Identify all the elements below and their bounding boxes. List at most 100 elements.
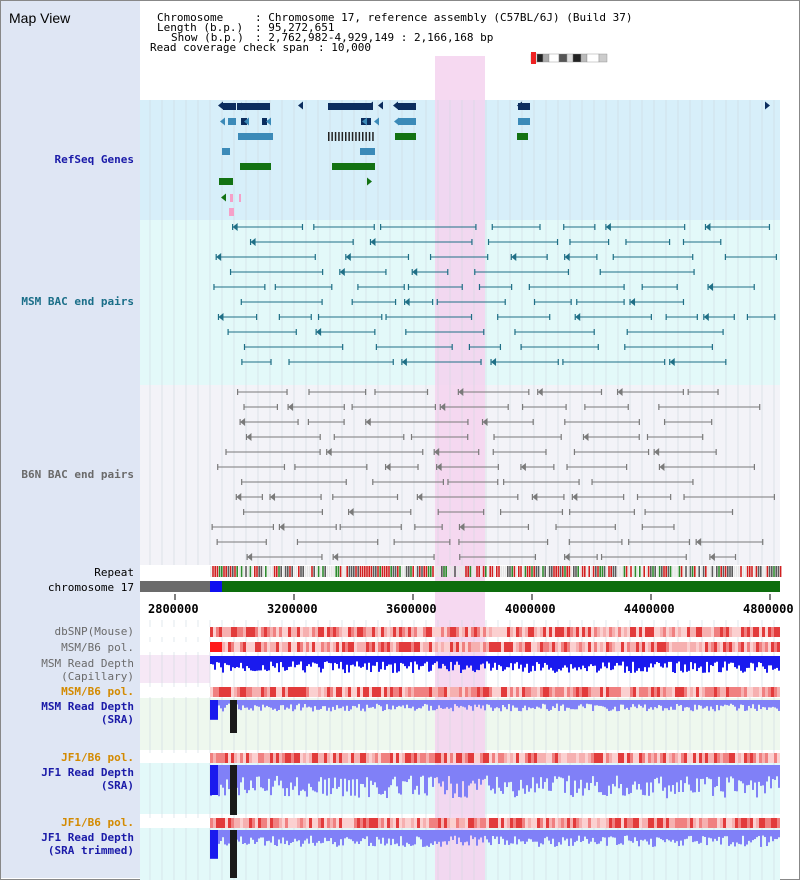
msm-b6-pol-cell bbox=[255, 642, 258, 652]
track-label-b6n-bac[interactable]: B6N BAC end pairs bbox=[21, 468, 134, 481]
track-label-jf1-b6-pol-1[interactable]: JF1/B6 pol. bbox=[61, 751, 134, 764]
track-label-msm-depth-sra[interactable]: MSM Read Depth bbox=[41, 700, 134, 713]
msm-b6-pol2-cell bbox=[708, 687, 711, 697]
msm-sra-depth-bar bbox=[632, 700, 634, 705]
jf1-trim-depth-bar bbox=[556, 830, 558, 847]
msm-b6-pol-cell bbox=[774, 642, 777, 652]
jf1-sra-depth-bar bbox=[270, 765, 272, 796]
dbsnp-cell bbox=[303, 627, 306, 637]
track-label-dbsnp[interactable]: dbSNP(Mouse) bbox=[54, 625, 134, 638]
jf1-sra-depth-bar bbox=[732, 765, 734, 779]
jf1-b6-pol-cell bbox=[657, 753, 660, 763]
msm-cap-depth-bar bbox=[452, 656, 454, 671]
msm-cap-depth-bar bbox=[660, 656, 662, 667]
msm-cap-depth-bar bbox=[258, 656, 260, 671]
repeat-block bbox=[210, 566, 212, 577]
dbsnp-cell bbox=[297, 627, 300, 637]
track-label-msm-bac[interactable]: MSM BAC end pairs bbox=[21, 295, 134, 308]
jf1-b6-pol-cell bbox=[663, 753, 666, 763]
msm-b6-pol2-cell bbox=[663, 687, 666, 697]
msm-b6-pol-cell bbox=[315, 642, 318, 652]
jf1-sra-depth-bar bbox=[274, 765, 276, 781]
jf1-b6-pol2-cell bbox=[348, 818, 351, 828]
msm-b6-pol2-cell bbox=[621, 687, 624, 697]
track-label-jf1-depth-sra[interactable]: JF1 Read Depth bbox=[41, 766, 134, 779]
jf1-sra-depth-bar bbox=[454, 765, 456, 794]
msm-cap-depth-bar bbox=[488, 656, 490, 664]
repeat-block bbox=[619, 566, 621, 577]
msm-cap-depth-bar bbox=[766, 656, 768, 673]
msm-b6-pol2-cell bbox=[444, 687, 447, 697]
msm-b6-pol2-cell bbox=[567, 687, 570, 697]
jf1-b6-pol2-cell bbox=[267, 818, 270, 828]
jf1-sra-depth-bar bbox=[766, 765, 768, 782]
msm-sra-depth-bar bbox=[328, 700, 330, 708]
repeat-block bbox=[544, 566, 546, 577]
msm-b6-pol2-cell bbox=[393, 687, 396, 697]
jf1-b6-pol-cell bbox=[744, 753, 747, 763]
repeat-block bbox=[469, 566, 472, 577]
msm-cap-depth-bar bbox=[742, 656, 744, 673]
refseq-gene bbox=[360, 148, 375, 155]
repeat-block bbox=[623, 566, 626, 577]
gene-pink bbox=[230, 194, 233, 202]
jf1-sra-depth-bar bbox=[626, 765, 628, 788]
msm-b6-pol-cell bbox=[681, 642, 684, 652]
repeat-block bbox=[474, 566, 476, 577]
jf1-b6-pol2-cell bbox=[363, 818, 366, 828]
msm-b6-pol2-cell bbox=[396, 687, 399, 697]
jf1-trim-depth-bar bbox=[752, 830, 754, 841]
repeat-block bbox=[592, 566, 595, 577]
msm-b6-pol2-cell bbox=[654, 687, 657, 697]
msm-cap-depth-bar bbox=[604, 656, 606, 667]
track-label-refseq[interactable]: RefSeq Genes bbox=[54, 153, 134, 166]
msm-b6-pol2-cell bbox=[714, 687, 717, 697]
jf1-b6-pol-cell bbox=[525, 753, 528, 763]
repeat-block bbox=[269, 566, 271, 577]
msm-b6-pol-cell bbox=[597, 642, 600, 652]
jf1-sra-depth-bar bbox=[676, 765, 678, 783]
track-label-msm-depth-capillary[interactable]: MSM Read Depth bbox=[41, 657, 134, 670]
track-label-jf1-depth-trimmed[interactable]: JF1 Read Depth bbox=[41, 831, 134, 844]
jf1-b6-pol-cell bbox=[216, 753, 219, 763]
jf1-trim-depth-bar bbox=[568, 830, 570, 847]
track-label-repeat[interactable]: Repeat bbox=[94, 566, 134, 579]
msm-b6-pol-cell bbox=[531, 642, 534, 652]
msm-b6-pol-cell bbox=[483, 642, 486, 652]
track-label-chromosome[interactable]: chromosome 17 bbox=[47, 581, 134, 594]
jf1-b6-pol-cell bbox=[597, 753, 600, 763]
msm-b6-pol-cell bbox=[750, 642, 753, 652]
msm-b6-pol-cell bbox=[768, 642, 771, 652]
repeat-block bbox=[225, 566, 227, 577]
jf1-b6-pol2-cell bbox=[513, 818, 516, 828]
track-label-msm-b6-pol-2[interactable]: MSM/B6 pol. bbox=[61, 685, 134, 698]
jf1-trim-depth-bar bbox=[586, 830, 588, 840]
repeat-block bbox=[284, 566, 287, 577]
dbsnp-cell bbox=[468, 627, 471, 637]
jf1-sra-depth-bar bbox=[428, 765, 430, 778]
jf1-trim-depth-bar bbox=[732, 830, 734, 843]
msm-cap-depth-bar bbox=[676, 656, 678, 664]
track-label-jf1-b6-pol-2[interactable]: JF1/B6 pol. bbox=[61, 816, 134, 829]
jf1-sra-depth-bar bbox=[754, 765, 756, 783]
msm-cap-depth-bar bbox=[266, 656, 268, 672]
jf1-trim-depth-bar bbox=[328, 830, 330, 842]
jf1-b6-pol2-cell bbox=[357, 818, 360, 828]
jf1-sra-depth-bar bbox=[356, 765, 358, 780]
jf1-trim-depth-bar bbox=[476, 830, 478, 846]
jf1-trim-depth-bar bbox=[710, 830, 712, 839]
jf1-sra-depth-bar bbox=[588, 765, 590, 791]
track-label-msm-b6-pol-1[interactable]: MSM/B6 pol. bbox=[61, 641, 134, 654]
jf1-b6-pol-cell bbox=[747, 753, 750, 763]
msm-b6-pol2-cell bbox=[297, 687, 300, 697]
jf1-b6-pol2-cell bbox=[465, 818, 468, 828]
msm-b6-pol2-cell bbox=[270, 687, 273, 697]
jf1-b6-pol2-cell bbox=[441, 818, 444, 828]
msm-b6-pol-cell bbox=[459, 642, 462, 652]
jf1-b6-pol2-cell bbox=[684, 818, 687, 828]
jf1-trim-depth-bar bbox=[746, 830, 748, 845]
msm-b6-pol-cell bbox=[243, 642, 246, 652]
dbsnp-cell bbox=[225, 627, 228, 637]
msm-cap-depth-bar bbox=[600, 656, 602, 669]
msm-sra-depth-bar bbox=[606, 700, 608, 709]
